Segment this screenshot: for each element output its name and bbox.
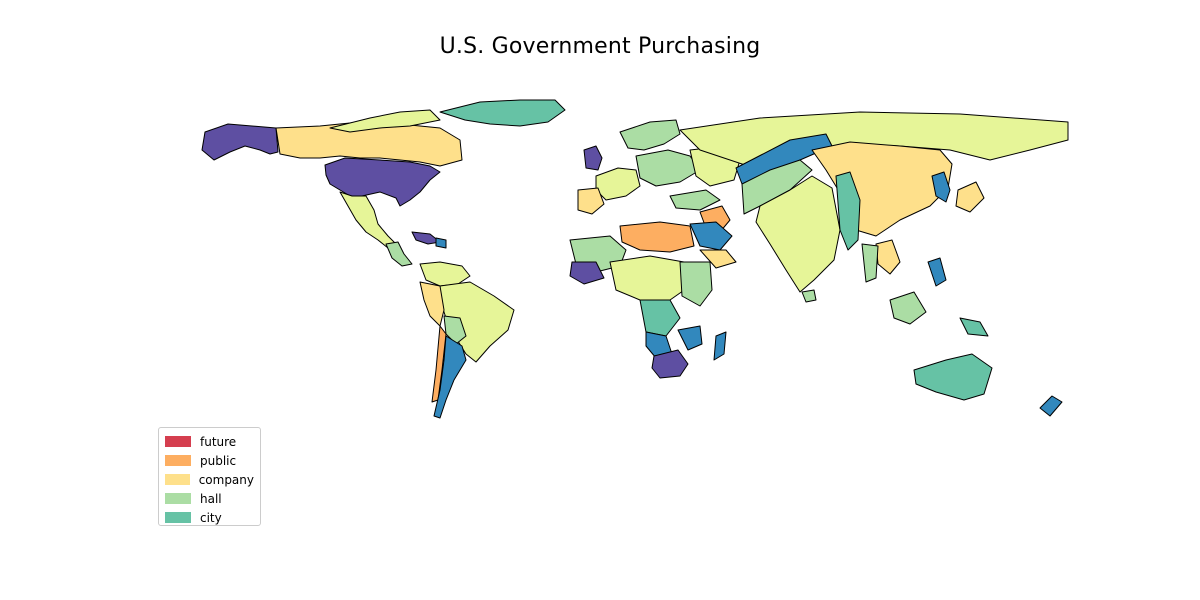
legend-swatch-future — [165, 436, 191, 447]
region-colombia-venezuela — [419, 261, 471, 287]
legend-swatch-city — [165, 512, 191, 523]
legend-label-public: public — [200, 453, 237, 468]
region-scandinavia — [619, 119, 681, 151]
region-central-africa — [609, 255, 691, 301]
legend-item-hall: hall — [165, 489, 254, 508]
region-greenland — [439, 99, 566, 127]
region-arabian-south — [699, 249, 737, 269]
region-australia — [913, 353, 993, 401]
region-turkey — [669, 189, 721, 211]
region-west-africa-coast — [569, 261, 605, 285]
region-canada-islands — [329, 109, 441, 133]
legend-swatch-hall — [165, 493, 191, 504]
region-alaska — [201, 123, 279, 161]
legend-item-public: public — [165, 451, 254, 470]
legend-swatch-public — [165, 455, 191, 466]
region-north-africa — [619, 221, 695, 253]
region-central-asia — [741, 159, 813, 215]
legend-label-future: future — [200, 434, 237, 449]
region-east-africa — [679, 261, 713, 307]
region-japan — [955, 181, 985, 213]
legend-label-company: company — [198, 472, 254, 487]
legend-swatch-company — [165, 474, 190, 485]
region-mexico — [339, 191, 397, 249]
region-bangladesh-burma — [835, 171, 861, 251]
legend-item-city: city — [165, 508, 254, 527]
region-uk — [583, 145, 603, 171]
region-sri-lanka — [801, 289, 817, 303]
region-congo — [639, 299, 681, 337]
region-mozambique — [677, 325, 703, 351]
legend-label-hall: hall — [200, 491, 222, 506]
region-india — [755, 175, 841, 293]
legend-item-company: company — [165, 470, 254, 489]
legend-label-city: city — [200, 510, 222, 525]
region-argentina — [433, 335, 467, 419]
region-korea — [931, 171, 951, 203]
region-usa — [324, 157, 441, 207]
region-new-guinea — [959, 317, 989, 337]
region-se-asia — [861, 243, 879, 283]
region-madagascar — [713, 331, 727, 361]
region-caribbean — [435, 237, 447, 249]
legend: future public company hall city — [158, 427, 261, 526]
region-borneo-indonesia — [889, 291, 927, 325]
region-south-africa — [651, 349, 689, 379]
legend-item-future: future — [165, 432, 254, 451]
region-indochina — [875, 239, 901, 275]
region-saudi-arabia — [689, 221, 733, 251]
map-title: U.S. Government Purchasing — [439, 34, 761, 59]
region-philippines — [927, 257, 947, 287]
region-central-europe — [635, 149, 701, 187]
region-central-america — [385, 241, 413, 267]
region-iberia — [577, 187, 605, 215]
region-bolivia — [443, 315, 467, 345]
region-peru — [419, 281, 445, 327]
region-caribbean-cuba — [411, 231, 441, 245]
region-western-europe — [595, 167, 641, 201]
region-new-zealand — [1039, 395, 1063, 417]
